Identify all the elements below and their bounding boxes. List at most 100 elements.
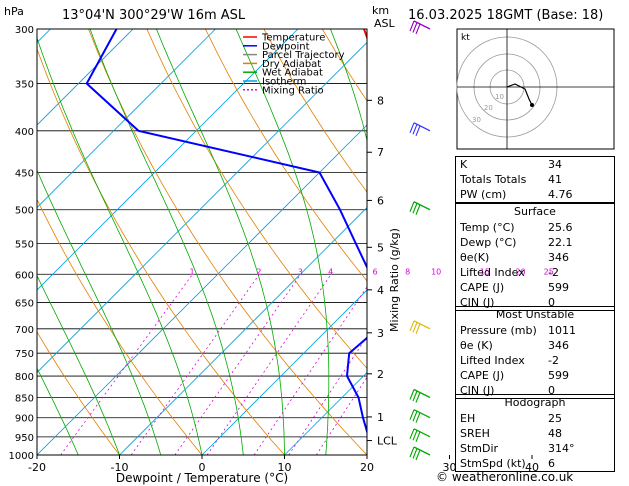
wind-barb <box>413 428 431 438</box>
table-row: CIN (J) 0 <box>456 295 614 310</box>
dry-adiabat-line <box>37 47 285 455</box>
dry-adiabat-line <box>37 198 203 455</box>
wet-adiabat-line <box>37 274 120 455</box>
pressure-tick-label: 950 <box>15 433 34 444</box>
hodograph-table: Hodograph EH 25 SREH 48 StmDir 314° StmSpd (kt)… <box>455 394 615 472</box>
table-row-label: θe (K) <box>460 339 493 352</box>
table-row-label: Temp (°C) <box>460 221 515 234</box>
table-row: θe (K) 346 <box>456 338 614 353</box>
table-row-label: StmSpd (kt) <box>460 457 526 470</box>
wind-barb-flag <box>412 124 418 135</box>
table-row-label: StmDir <box>460 442 499 455</box>
table-row: θe(K) 346 <box>456 250 614 265</box>
isotherm-line <box>37 29 216 209</box>
table-row-label: PW (cm) <box>460 188 507 201</box>
table-row: CIN (J) 0 <box>456 383 614 398</box>
wind-barb-flag <box>409 201 415 212</box>
mixing-ratio-label: 6 <box>372 267 377 276</box>
mixing-ratio-line <box>253 286 367 455</box>
wind-barb-flag <box>412 390 418 402</box>
table-row: Dewp (°C) 22.1 <box>456 235 614 250</box>
pressure-tick-label: 1000 <box>9 451 34 462</box>
isotherm-line <box>37 124 367 455</box>
wind-barb-flag <box>409 122 415 133</box>
table-row: StmDir 314° <box>456 441 614 456</box>
wind-barb-flag <box>412 411 418 422</box>
table-row-value: 48 <box>548 427 562 440</box>
wind-barb-flag <box>412 22 418 33</box>
table-section-title: Surface <box>514 205 556 218</box>
table-row-label: CIN (J) <box>460 296 495 309</box>
wet-adiabat-line <box>330 29 367 455</box>
isotherm-line <box>284 371 367 455</box>
table-row-value: 0 <box>548 384 555 397</box>
table-row-label: K <box>460 158 468 171</box>
x-tick-label: 30 <box>443 461 457 474</box>
legend-entry: Dewpoint <box>262 41 310 52</box>
km-tick-label: 5 <box>377 241 384 254</box>
hodograph-ring-label: 10 <box>495 93 504 101</box>
wind-barb-flag <box>409 446 415 458</box>
wind-barb <box>413 20 431 30</box>
table-row-value: 599 <box>548 281 569 294</box>
wind-barb-flag <box>415 392 421 403</box>
mixing-ratio-line <box>174 274 302 455</box>
table-row: CAPE (J) 599 <box>456 280 614 295</box>
pressure-tick-label: 450 <box>15 168 34 179</box>
km-tick-label: 3 <box>377 327 384 340</box>
footer-credit: © weatheronline.co.uk <box>436 470 574 484</box>
surface-table: Surface Temp (°C) 25.6 Dewp (°C) 22.1 θe(K) 34… <box>455 203 615 311</box>
x-tick-label: 40 <box>525 461 539 474</box>
km-tick-label: 2 <box>377 368 384 381</box>
pressure-tick-label: 600 <box>15 270 34 281</box>
x-tick-label: -10 <box>111 461 129 474</box>
wind-barb-flag <box>415 323 421 335</box>
mixing-ratio-label: 25 <box>544 267 554 276</box>
mixing-ratio-axis-label: Mixing Ratio (g/kg) <box>388 228 401 332</box>
table-row-value: 34 <box>548 158 562 171</box>
table-row-value: 41 <box>548 173 562 186</box>
table-row-label: CIN (J) <box>460 384 495 397</box>
dry-adiabat-line <box>615 29 629 455</box>
table-row: Lifted Index -2 <box>456 265 614 280</box>
table-row: EH 25 <box>456 411 614 426</box>
wet-adiabat-line <box>156 29 285 455</box>
mixing-ratio-line <box>60 274 193 455</box>
wind-barb <box>413 446 431 456</box>
table-row-value: -2 <box>548 354 559 367</box>
wet-adiabat-line <box>235 29 330 455</box>
table-row: SREH 48 <box>456 426 614 441</box>
table-row-label: SREH <box>460 427 490 440</box>
pressure-tick-label: 850 <box>15 393 34 404</box>
table-row-value: 25 <box>548 412 562 425</box>
table-row-label: CAPE (J) <box>460 281 505 294</box>
table-row: Totals Totals 41 <box>456 172 614 187</box>
table-row-value: 0 <box>548 296 555 309</box>
table-section-title: Most Unstable <box>495 308 575 321</box>
mixing-ratio-label: 4 <box>328 267 333 276</box>
km-tick-label: 1 <box>377 411 384 424</box>
wind-barb <box>413 201 431 211</box>
table-row: Temp (°C) 25.6 <box>456 220 614 235</box>
mixing-ratio-label: 15 <box>480 267 490 276</box>
isotherm-line <box>37 29 134 126</box>
hodograph-ring-label: 20 <box>484 104 493 112</box>
wind-barb-flag <box>409 389 415 400</box>
mixing-ratio-line <box>130 274 260 455</box>
hodograph-ring-label: 30 <box>472 116 481 124</box>
wind-barb-flag <box>415 449 421 461</box>
wind-barb <box>413 320 431 330</box>
mixing-ratio-label: 1 <box>190 267 195 276</box>
legend-entry: Dry Adiabat <box>262 59 321 70</box>
hodograph-trace <box>506 83 533 106</box>
asl-label: ASL <box>374 17 395 30</box>
x-tick-label: -20 <box>28 461 46 474</box>
isotherm-line <box>37 29 299 291</box>
x-tick-label: 0 <box>199 461 206 474</box>
wind-barb-flag <box>412 430 418 441</box>
wind-barb-flag <box>415 23 421 35</box>
series-line-parcel-trajectory <box>400 29 430 455</box>
table-row-value: 1011 <box>548 324 576 337</box>
table-row-label: Pressure (mb) <box>460 324 537 337</box>
km-label: km <box>372 4 390 17</box>
